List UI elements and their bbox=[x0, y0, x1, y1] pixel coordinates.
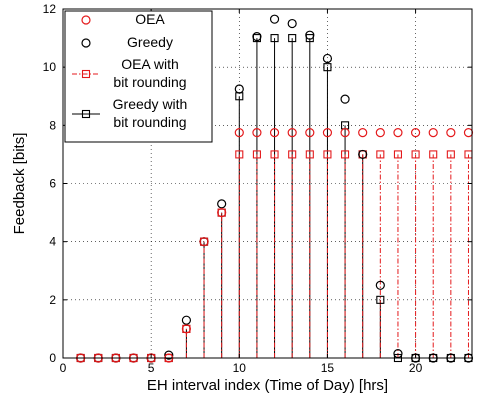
oea-marker bbox=[446, 128, 456, 138]
y-tick-label: 12 bbox=[43, 2, 57, 16]
greedy-rounding-marker bbox=[270, 34, 279, 43]
legend-marker bbox=[81, 109, 91, 119]
greedy-marker bbox=[234, 84, 244, 94]
legend-label: bit rounding bbox=[113, 114, 186, 130]
oea-rounding-marker bbox=[270, 150, 279, 159]
oea-marker bbox=[305, 128, 315, 138]
greedy-marker bbox=[217, 199, 227, 209]
greedy-marker bbox=[287, 18, 297, 29]
legend-label: Greedy bbox=[127, 34, 173, 50]
oea-marker bbox=[199, 237, 209, 247]
legend-marker bbox=[81, 15, 91, 25]
axis-tick-labels: 0 5 10 15 20 0 2 4 6 8 10 12 bbox=[43, 2, 423, 375]
x-tick-label: 0 bbox=[60, 361, 67, 375]
oea-marker bbox=[181, 324, 192, 334]
oea-marker bbox=[340, 128, 350, 138]
oea-marker bbox=[287, 128, 297, 138]
greedy-marker bbox=[358, 149, 368, 160]
oea-marker bbox=[322, 128, 333, 138]
oea-marker bbox=[375, 128, 385, 138]
oea-rounding-marker bbox=[305, 150, 314, 159]
legend-label: bit rounding bbox=[113, 74, 186, 90]
oea-rounding-marker bbox=[376, 150, 385, 159]
oea-marker bbox=[252, 128, 262, 138]
oea-rounding-marker bbox=[411, 150, 420, 159]
greedy-marker bbox=[340, 94, 350, 104]
x-axis-label: EH interval index (Time of Day) [hrs] bbox=[147, 377, 388, 394]
greedy-marker bbox=[305, 30, 315, 40]
oea-marker bbox=[410, 128, 421, 138]
oea-marker bbox=[463, 128, 474, 138]
greedy-marker bbox=[181, 315, 192, 325]
legend-label: OEA bbox=[135, 11, 165, 27]
x-tick-label: 10 bbox=[233, 361, 247, 375]
legend-marker bbox=[81, 69, 91, 79]
x-tick-label: 20 bbox=[409, 361, 423, 375]
y-tick-label: 0 bbox=[49, 351, 56, 365]
oea-rounding-marker bbox=[446, 150, 455, 159]
stem-lines bbox=[185, 38, 469, 358]
legend: OEA Greedy OEA with bit rounding Greedy with… bbox=[64, 10, 213, 143]
legend-marker bbox=[81, 38, 91, 48]
y-axis-label: Feedback [bits] bbox=[11, 133, 28, 235]
oea-marker bbox=[217, 207, 227, 218]
oea-rounding-marker bbox=[323, 150, 332, 159]
greedy-marker bbox=[252, 32, 262, 42]
greedy-rounding-marker bbox=[288, 34, 297, 43]
greedy-marker bbox=[375, 280, 385, 290]
x-tick-label: 15 bbox=[321, 361, 335, 375]
oea-rounding-marker bbox=[252, 150, 261, 159]
oea-marker bbox=[393, 128, 403, 138]
oea-rounding-marker bbox=[288, 150, 297, 159]
x-tick-label: 5 bbox=[148, 361, 155, 375]
greedy-marker bbox=[269, 14, 280, 24]
greedy-rounding-marker bbox=[323, 63, 332, 72]
oea-marker bbox=[269, 128, 280, 138]
oea-rounding-marker bbox=[235, 150, 244, 159]
y-tick-label: 6 bbox=[49, 177, 56, 191]
y-tick-label: 2 bbox=[49, 293, 56, 307]
greedy-rounding-marker bbox=[376, 295, 385, 304]
greedy-marker bbox=[164, 350, 174, 360]
oea-marker bbox=[234, 128, 244, 138]
oea-marker bbox=[428, 128, 438, 138]
legend-label: OEA with bbox=[121, 56, 179, 72]
y-tick-label: 10 bbox=[43, 60, 57, 74]
oea-rounding-marker bbox=[341, 150, 350, 159]
greedy-marker bbox=[322, 53, 333, 64]
oea-marker bbox=[358, 128, 368, 138]
y-tick-label: 4 bbox=[49, 235, 56, 249]
y-tick-label: 8 bbox=[49, 118, 56, 132]
oea-rounding-marker bbox=[393, 150, 403, 159]
oea-rounding-marker bbox=[429, 150, 438, 159]
legend-label: Greedy with bbox=[113, 96, 188, 112]
